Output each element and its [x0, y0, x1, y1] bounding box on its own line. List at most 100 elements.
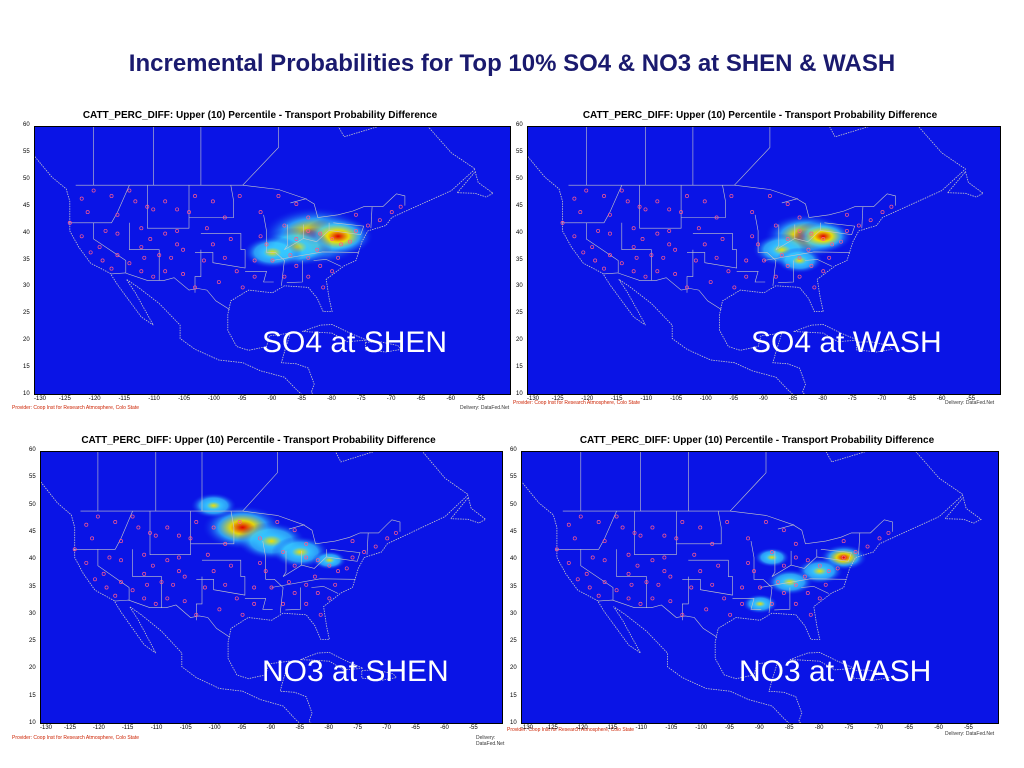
lat-tick-label: 25 [510, 638, 517, 645]
monitoring-site [764, 520, 768, 524]
monitoring-site [148, 530, 152, 535]
monitoring-site [315, 591, 320, 595]
monitoring-site [587, 585, 592, 590]
monitoring-site [714, 255, 719, 260]
monitoring-site [673, 247, 678, 252]
lat-tick-label: 35 [516, 256, 523, 263]
state-border [804, 259, 833, 267]
monitoring-site [306, 255, 311, 260]
monitoring-site [67, 220, 72, 225]
monitoring-site [744, 274, 749, 279]
monitoring-site [716, 563, 721, 568]
lon-tick-label: -85 [295, 725, 305, 731]
monitoring-site [101, 571, 106, 576]
monitoring-site [113, 593, 118, 598]
lon-tick-label: -95 [237, 396, 247, 402]
monitoring-site [554, 547, 559, 552]
state-border [754, 214, 777, 286]
monitoring-site [318, 263, 323, 268]
monitoring-site [785, 263, 790, 268]
monitoring-site [237, 193, 242, 198]
monitoring-site [680, 520, 685, 524]
caption-no3-wash: NO3 at WASH [739, 655, 932, 688]
monitoring-site [163, 269, 168, 274]
state-border [750, 541, 773, 614]
lon-tick-label: -65 [416, 396, 426, 402]
monitoring-site [602, 193, 606, 198]
panel-so4-shen: CATT_PERC_DIFF: Upper (10) Percentile - … [10, 108, 511, 412]
lon-tick-label: -80 [814, 725, 824, 731]
lat-tick-label: 30 [29, 610, 36, 617]
monitoring-site [84, 560, 89, 565]
lat-tick-label: 45 [510, 528, 517, 535]
monitoring-site [702, 242, 707, 247]
state-border [580, 549, 614, 601]
monitoring-site [104, 585, 109, 590]
lon-tick-label: -80 [324, 725, 334, 731]
monitoring-site [159, 580, 164, 584]
monitoring-site [692, 552, 697, 557]
coastline [456, 170, 494, 198]
state-border [568, 184, 896, 218]
monitoring-site [667, 207, 672, 212]
lat-tick-label: 10 [23, 391, 30, 397]
monitoring-site [348, 239, 352, 244]
monitoring-site [662, 569, 667, 574]
monitoring-site [210, 242, 215, 247]
monitoring-site [607, 212, 612, 217]
monitoring-site [157, 253, 162, 258]
map-no3-wash [521, 451, 999, 724]
state-border [778, 260, 794, 283]
monitoring-site [119, 539, 123, 544]
map-frame [34, 126, 511, 395]
state-border [263, 214, 285, 286]
lat-tick-label: 20 [516, 337, 523, 344]
monitoring-site [781, 528, 786, 533]
monitoring-site [631, 245, 636, 250]
monitoring-site [750, 210, 755, 215]
monitoring-site [229, 563, 233, 568]
monitoring-site [740, 585, 745, 590]
monitoring-site [845, 212, 849, 217]
monitoring-site [204, 226, 209, 231]
monitoring-site [643, 207, 648, 212]
monitoring-site [720, 237, 725, 241]
monitoring-site [107, 555, 112, 560]
monitoring-site [667, 228, 672, 233]
monitoring-site [228, 237, 233, 241]
monitoring-site [625, 199, 630, 204]
state-border [288, 524, 305, 530]
monitoring-site [607, 231, 612, 236]
monitoring-site [797, 255, 802, 260]
lat-tick-label: 55 [29, 474, 36, 481]
monitoring-site [139, 245, 144, 250]
monitoring-site [79, 234, 84, 239]
monitoring-site [264, 242, 269, 247]
monitoring-site [145, 582, 150, 587]
state-border [93, 222, 127, 273]
monitoring-site [127, 261, 132, 266]
monitoring-site [139, 269, 144, 274]
state-border [286, 260, 303, 283]
coastline [365, 341, 403, 353]
monitoring-site [263, 569, 268, 574]
delivery-note: Delivery: DataFed.Net [460, 405, 510, 411]
monitoring-site [877, 536, 882, 541]
monitoring-site [194, 612, 199, 617]
lon-tick-label: -95 [237, 725, 247, 731]
monitoring-site [145, 204, 150, 209]
state-border [858, 532, 861, 555]
monitoring-site [306, 228, 311, 233]
monitoring-site [176, 569, 181, 574]
lat-tick-label: 20 [510, 665, 517, 672]
lat-tick-label: 45 [23, 202, 30, 209]
monitoring-site [620, 525, 625, 530]
lat-tick-label: 25 [29, 638, 36, 645]
lon-tick-label: -65 [904, 725, 914, 731]
monitoring-site [649, 253, 654, 258]
state-border [634, 511, 677, 555]
lon-tick-label: -120 [88, 396, 101, 402]
lon-tick-label: -105 [178, 396, 191, 402]
coastline [361, 669, 398, 681]
lon-tick-label: -100 [207, 396, 220, 402]
